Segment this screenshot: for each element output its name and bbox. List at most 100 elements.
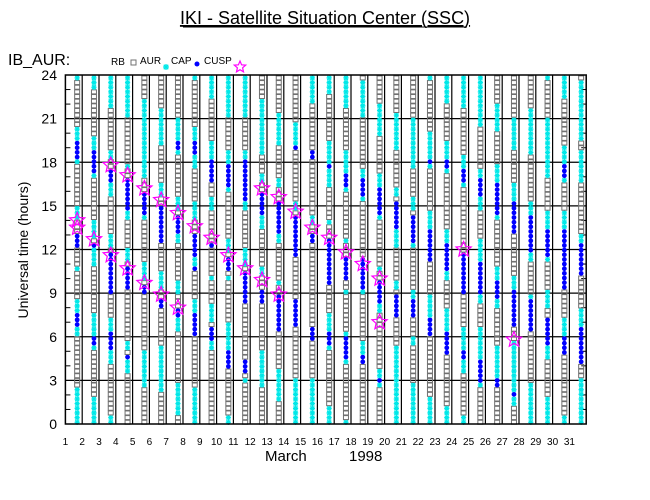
aur-marker [175,387,181,393]
rb-marker [426,168,433,174]
rb-marker [90,275,97,281]
rb-marker [225,117,232,123]
rb-marker [174,103,181,109]
cap-marker [242,284,248,290]
aur-marker [276,121,282,128]
aur-marker [225,275,231,281]
aur-marker [477,75,483,81]
rb-marker [544,363,551,369]
aur-marker [141,168,147,174]
aur-marker [259,266,265,272]
cap-marker [192,312,198,318]
rb-marker [158,401,165,407]
rb-marker [561,405,568,411]
rb-marker [561,112,568,118]
aur-marker [259,121,265,128]
rb-marker [141,317,148,323]
rb-marker [208,210,215,216]
aur-marker [91,252,97,258]
aur-marker [393,121,399,128]
aur-marker [91,410,97,416]
cap-marker [461,177,466,183]
rb-marker [74,94,81,100]
aur-marker [444,149,450,155]
aur-marker [360,112,366,118]
aur-marker [242,103,248,109]
aur-marker [528,252,534,258]
rb-marker [561,401,568,407]
aur-marker [511,345,517,351]
rb-marker [191,117,198,123]
rb-marker [510,149,517,155]
rb-marker [494,233,501,239]
cap-marker [561,247,567,253]
rb-marker [191,270,198,276]
aur-marker [477,256,483,262]
aur-marker [141,275,147,281]
aur-marker [208,84,215,90]
aur-marker [460,163,467,169]
rb-marker [426,266,433,272]
cap-marker [511,391,517,397]
day-column [410,75,417,425]
aur-marker [326,75,332,81]
rb-marker [174,252,181,258]
rb-marker [124,145,131,151]
aur-marker [494,163,500,169]
rb-marker [410,317,417,323]
cusp-marker [152,190,171,208]
rb-marker [342,377,349,383]
aur-marker [225,419,231,425]
aur-marker [578,103,584,109]
rb-marker [426,177,433,183]
aur-marker [158,373,164,379]
rb-marker [393,261,400,267]
rb-marker [342,368,349,374]
rb-marker [174,261,181,267]
rb-marker [90,121,97,127]
aur-marker [444,79,450,86]
rb-marker [544,312,551,318]
rb-marker [544,387,551,393]
rb-marker [208,391,215,397]
cap-marker [242,168,248,174]
rb-marker [275,75,282,81]
rb-marker [477,228,484,234]
rb-marker [494,219,501,225]
aur-marker [91,140,97,146]
rb-marker [460,401,467,407]
aur-marker [225,340,231,346]
rb-marker [494,252,501,258]
cap-marker [477,377,483,383]
aur-marker [410,289,416,295]
rb-marker [292,154,299,160]
aur-marker [444,419,450,425]
rb-marker [124,294,131,300]
rb-marker [74,256,81,262]
aur-marker [561,93,567,100]
rb-marker [359,368,366,374]
legend-label-cap: CAP [171,56,192,67]
rb-marker [309,159,316,165]
rb-marker [426,391,433,397]
rb-marker [426,80,433,86]
rb-marker [208,219,215,225]
rb-marker [561,363,568,369]
rb-marker [494,317,501,323]
rb-marker [158,98,165,104]
rb-marker [208,289,215,295]
rb-marker [158,80,165,86]
x-axis-year: 1998 [349,448,382,465]
rb-marker [426,201,433,207]
rb-marker [191,280,198,286]
cap-marker [259,196,265,202]
rb-marker [74,349,81,355]
rb-marker [443,391,450,397]
cap-marker [360,280,366,286]
rb-marker [359,131,366,137]
aur-marker [578,135,584,142]
rb-marker [74,275,81,281]
rb-marker [544,98,551,104]
rb-marker [124,349,131,355]
rb-marker [443,294,450,300]
